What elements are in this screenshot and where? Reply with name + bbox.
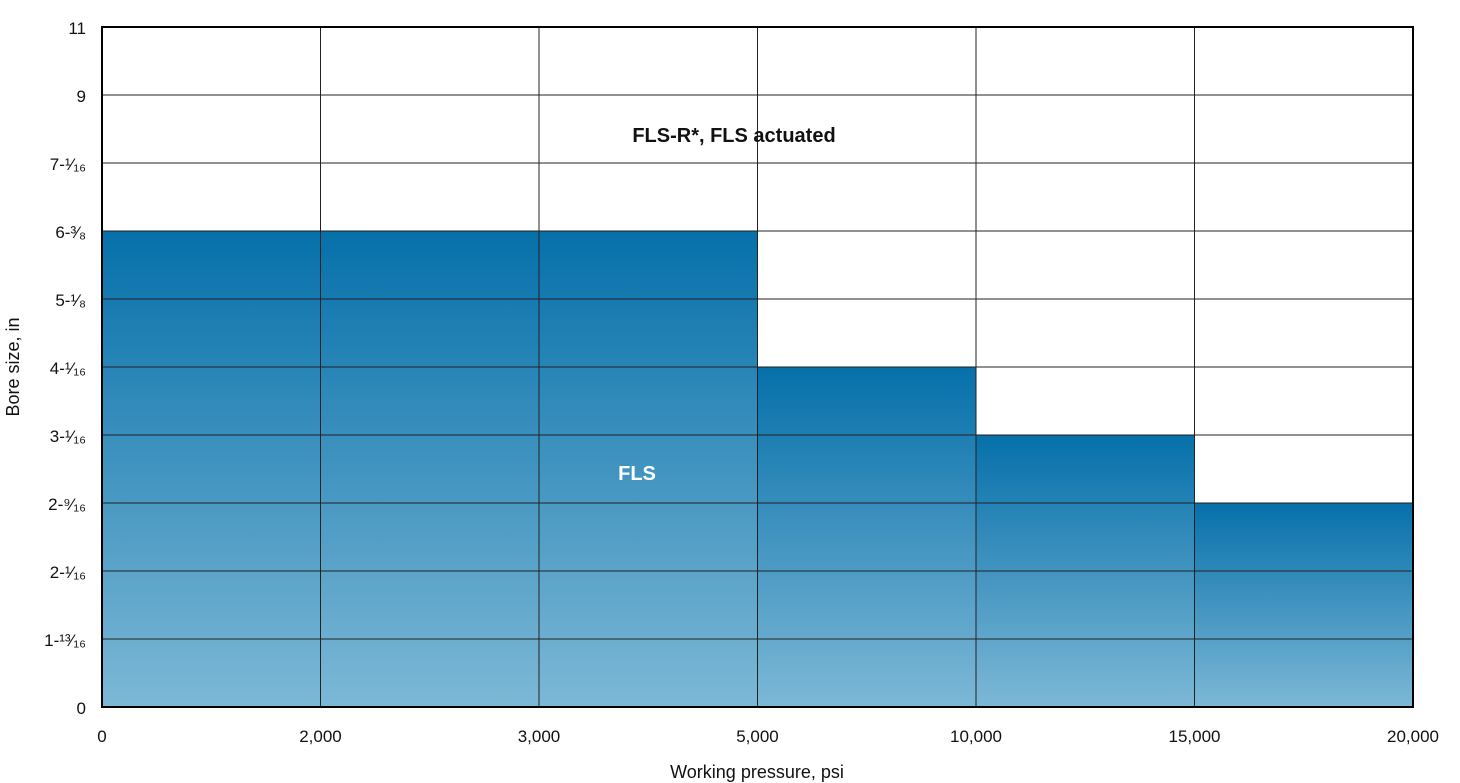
y-tick-label: 5-¹⁄₈ [55, 291, 86, 310]
y-tick-labels: 0 1-¹³⁄₁₆ 2-¹⁄₁₆ 2-⁹⁄₁₆ 3-¹⁄₁₆ 4-¹⁄₁₆ 5-¹⁄₈ 6-³… [44, 19, 86, 718]
y-tick-label: 0 [77, 699, 86, 718]
x-tick-label: 5,000 [736, 727, 779, 746]
x-tick-label: 3,000 [518, 727, 561, 746]
fls-area-step-1 [757, 367, 976, 707]
y-tick-label: 1-¹³⁄₁₆ [44, 631, 86, 650]
x-tick-label: 10,000 [950, 727, 1002, 746]
y-tick-label: 4-¹⁄₁₆ [50, 359, 86, 378]
x-tick-label: 0 [97, 727, 106, 746]
y-axis-label: Bore size, in [3, 317, 23, 416]
fls-area-step-0 [102, 231, 758, 707]
y-tick-label: 3-¹⁄₁₆ [50, 427, 86, 446]
x-axis-label: Working pressure, psi [670, 762, 844, 782]
fls-region-label: FLS [618, 463, 656, 485]
x-tick-label: 20,000 [1387, 727, 1439, 746]
region-labels: FLS FLS-R*, FLS actuated [618, 125, 836, 485]
plot-frame [101, 26, 1414, 708]
y-tick-label: 9 [77, 87, 86, 106]
fls-r-region-label: FLS-R*, FLS actuated [632, 125, 835, 147]
x-tick-label: 2,000 [299, 727, 342, 746]
area-layer [102, 231, 1413, 707]
fls-area-step-3 [1194, 503, 1413, 707]
x-tick-label: 15,000 [1169, 727, 1221, 746]
x-tick-labels: 0 2,000 3,000 5,000 10,000 15,000 20,000 [97, 727, 1439, 746]
grid-layer [102, 27, 1413, 707]
y-tick-label: 2-⁹⁄₁₆ [48, 495, 86, 514]
y-tick-label: 2-¹⁄₁₆ [50, 563, 86, 582]
y-tick-label: 7-¹⁄₁₆ [50, 155, 86, 174]
y-tick-label: 6-³⁄₈ [55, 223, 86, 242]
y-tick-label: 11 [68, 19, 86, 38]
